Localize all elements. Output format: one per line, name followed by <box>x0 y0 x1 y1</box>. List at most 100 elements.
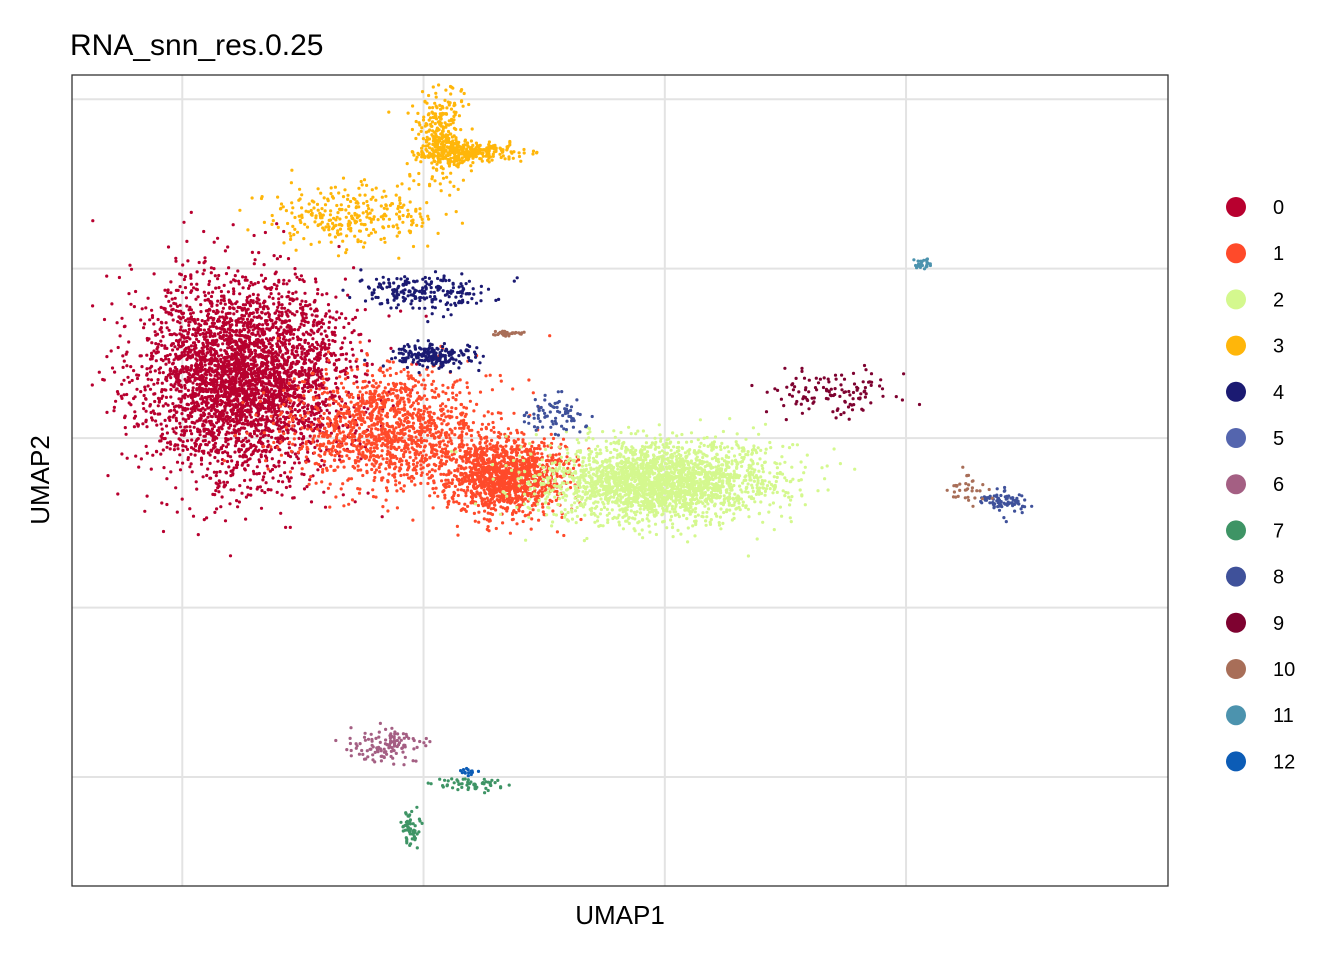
cluster-0-point <box>249 379 254 383</box>
cluster-1-point <box>291 442 295 446</box>
cluster-0-point <box>244 436 248 440</box>
cluster-0-point <box>264 366 269 370</box>
cluster-1-point <box>365 384 369 388</box>
cluster-0-point <box>223 408 227 412</box>
cluster-0-point <box>316 468 320 472</box>
cluster-0-point <box>283 391 287 395</box>
cluster-0-point <box>196 437 200 441</box>
cluster-0-point <box>156 378 160 382</box>
cluster-0-point <box>279 473 283 478</box>
cluster-0-point <box>235 366 239 370</box>
cluster-0-point <box>232 488 236 492</box>
cluster-1-point <box>394 412 398 416</box>
cluster-1-point <box>419 408 423 413</box>
cluster-1-point <box>370 462 374 466</box>
cluster-0-point <box>235 499 239 503</box>
cluster-0-point <box>234 323 239 327</box>
cluster-0-point <box>293 408 297 412</box>
cluster-0-point <box>241 453 246 457</box>
cluster-0-point <box>255 378 259 382</box>
cluster-1-point <box>277 429 282 434</box>
cluster-0-point <box>232 466 236 470</box>
cluster-1-point <box>377 455 381 459</box>
cluster-1-point <box>350 392 354 396</box>
cluster-0-point <box>206 467 210 471</box>
cluster-0-point <box>309 500 314 504</box>
cluster-0-point <box>247 439 251 443</box>
cluster-1-point <box>428 456 432 460</box>
cluster-1-point <box>353 466 357 470</box>
cluster-0-point <box>238 334 242 338</box>
cluster-0-point <box>272 254 276 258</box>
cluster-1-point <box>409 438 413 442</box>
cluster-0-point <box>257 448 261 452</box>
cluster-0-point <box>241 389 245 393</box>
cluster-1-point <box>548 334 552 338</box>
cluster-0-point <box>260 360 264 365</box>
cluster-0-point <box>220 427 224 431</box>
cluster-0-point <box>334 295 338 299</box>
cluster-1-point <box>326 486 330 490</box>
cluster-1-point <box>323 459 327 463</box>
cluster-1-point <box>358 390 362 394</box>
cluster-0-point <box>208 325 212 329</box>
cluster-0-point <box>199 397 203 401</box>
cluster-1-point <box>302 394 306 398</box>
cluster-0-point <box>246 493 250 497</box>
cluster-1-point <box>405 473 409 477</box>
cluster-0-point <box>127 340 131 344</box>
cluster-0-point <box>276 365 280 370</box>
cluster-1-point <box>444 391 448 395</box>
cluster-0-point <box>220 353 224 357</box>
cluster-0-point <box>229 488 233 492</box>
cluster-0-point <box>198 383 202 387</box>
cluster-0-point <box>241 334 245 338</box>
cluster-1-point <box>264 459 268 463</box>
cluster-0-point <box>240 422 244 426</box>
cluster-0-point <box>310 343 314 347</box>
cluster-0-point <box>189 273 193 277</box>
cluster-1-point <box>446 386 450 390</box>
cluster-0-point <box>226 290 230 294</box>
cluster-0-point <box>251 332 255 336</box>
cluster-1-point <box>391 453 395 457</box>
cluster-0-point <box>331 339 335 343</box>
cluster-0-point <box>220 327 224 331</box>
cluster-0-point <box>253 369 257 374</box>
cluster-1-point <box>385 368 389 372</box>
cluster-0-point <box>244 449 248 453</box>
cluster-1-point <box>462 418 466 422</box>
cluster-0-point <box>105 274 109 278</box>
cluster-1-point <box>470 428 474 432</box>
cluster-1-point <box>347 456 351 461</box>
cluster-0-point <box>337 316 342 320</box>
cluster-1-point <box>389 444 393 448</box>
cluster-1-point <box>470 438 474 442</box>
cluster-0-point <box>335 376 339 380</box>
cluster-0-point <box>223 519 228 523</box>
cluster-0-point <box>159 339 163 343</box>
cluster-0-point <box>239 381 243 385</box>
cluster-0-point <box>216 236 220 240</box>
cluster-0-point <box>242 361 246 365</box>
cluster-0-point <box>353 315 357 320</box>
cluster-1-point <box>465 385 469 389</box>
cluster-0-point <box>307 368 311 372</box>
cluster-1-point <box>389 460 393 464</box>
cluster-0-point <box>189 290 193 294</box>
cluster-0-point <box>187 323 191 327</box>
cluster-0-point <box>227 266 231 270</box>
cluster-1-point <box>419 422 423 426</box>
cluster-1-point <box>360 397 364 401</box>
cluster-1-point <box>382 389 386 393</box>
cluster-0-point <box>196 393 200 397</box>
cluster-1-point <box>400 439 405 443</box>
cluster-0-point <box>307 420 311 424</box>
cluster-0-point <box>277 377 281 381</box>
cluster-1-point <box>462 405 466 409</box>
cluster-1-point <box>351 449 355 453</box>
cluster-0-point <box>288 302 292 306</box>
cluster-0-point <box>145 494 149 498</box>
cluster-0-point <box>186 403 190 407</box>
cluster-1-point <box>433 469 437 473</box>
